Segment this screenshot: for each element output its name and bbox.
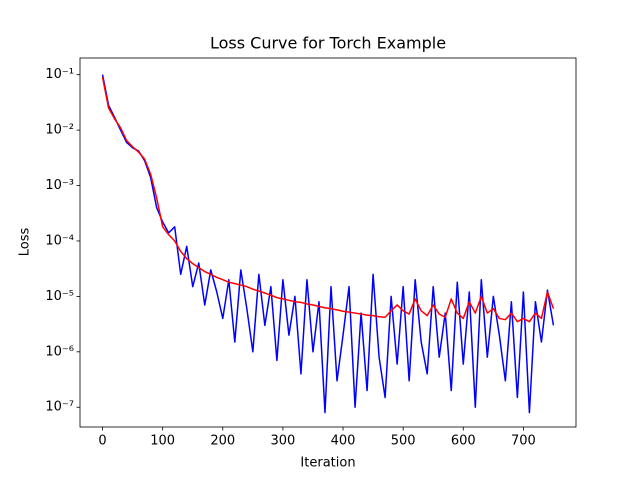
x-tick-label: 700 [511, 434, 536, 449]
x-tick-label: 300 [270, 434, 295, 449]
y-tick-label: 10⁻⁴ [45, 233, 74, 248]
x-tick-label: 600 [451, 434, 476, 449]
y-tick-label: 10⁻² [45, 123, 74, 138]
axes-frame [79, 57, 577, 428]
y-axis-label: Loss [18, 228, 33, 257]
y-tick-label: 10⁻⁶ [45, 344, 74, 359]
x-tick-label: 400 [331, 434, 356, 449]
y-tick-label: 10⁻⁷ [45, 400, 74, 415]
plot-area [101, 74, 555, 414]
x-tick-label: 100 [150, 434, 175, 449]
y-tick-label: 10⁻³ [45, 178, 74, 193]
line-series [101, 77, 555, 323]
chart-title: Loss Curve for Torch Example [210, 34, 446, 53]
x-tick-label: 200 [210, 434, 235, 449]
x-axis-label: Iteration [300, 456, 355, 471]
y-tick-label: 10⁻¹ [45, 67, 74, 82]
x-tick-label: 0 [98, 434, 106, 449]
x-tick-label: 500 [391, 434, 416, 449]
y-tick-label: 10⁻⁵ [45, 289, 74, 304]
line-series [101, 74, 555, 414]
